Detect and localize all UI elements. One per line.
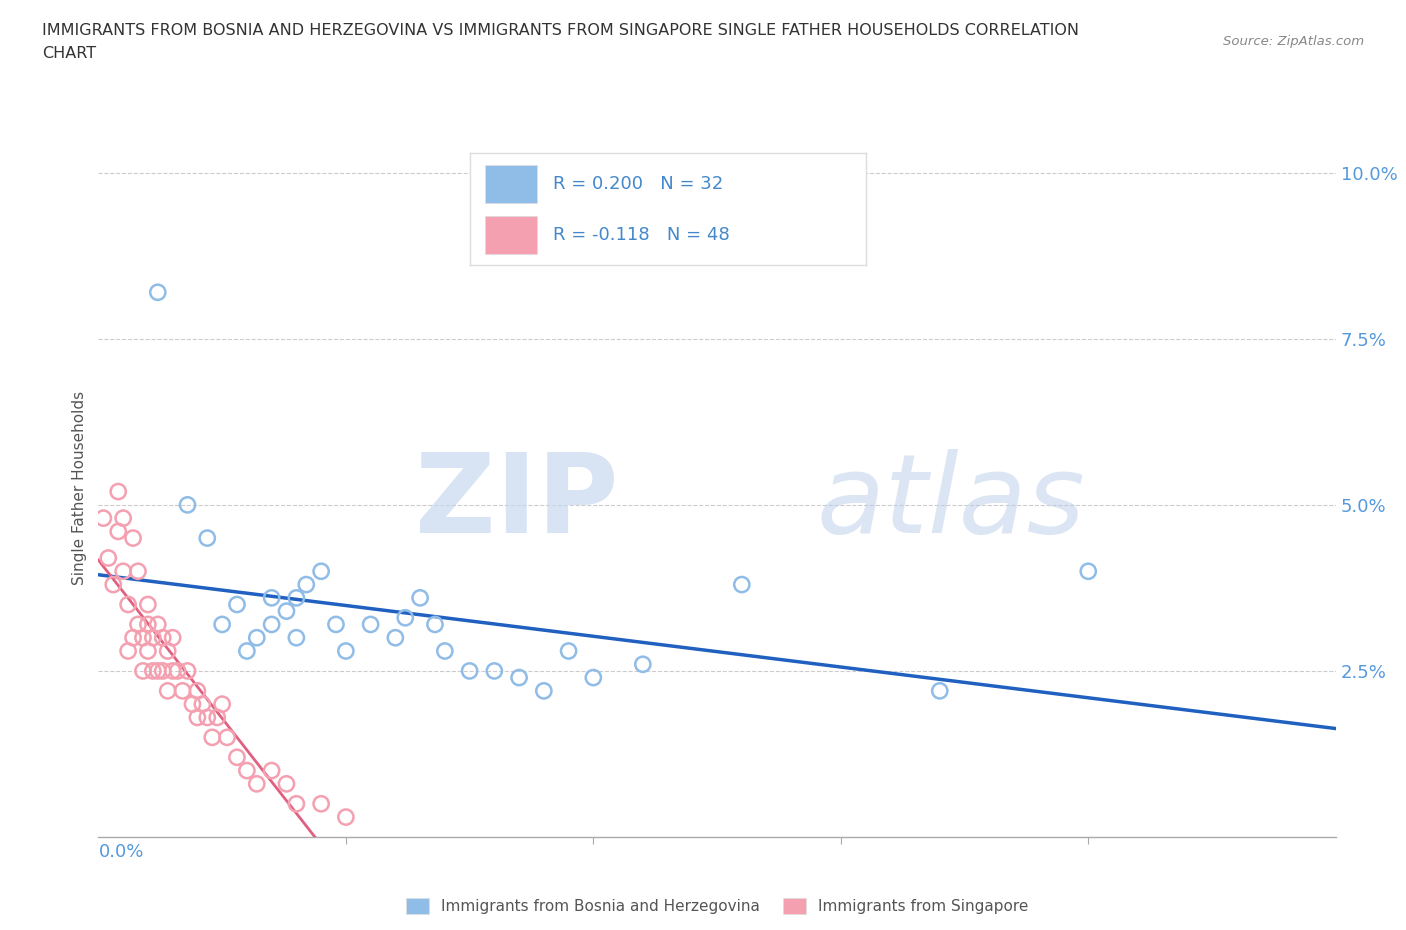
Point bbox=[107, 524, 129, 538]
Point bbox=[557, 644, 579, 658]
Point bbox=[309, 564, 332, 578]
Y-axis label: Single Father Households: Single Father Households bbox=[72, 392, 87, 585]
Point bbox=[226, 750, 249, 764]
Text: 0.0%: 0.0% bbox=[98, 843, 143, 860]
Point bbox=[226, 597, 249, 612]
Point bbox=[582, 671, 605, 685]
Point bbox=[127, 617, 149, 631]
Point bbox=[325, 617, 347, 631]
Point bbox=[186, 710, 208, 724]
Point bbox=[162, 663, 184, 678]
Point bbox=[142, 631, 165, 645]
Point bbox=[236, 764, 259, 778]
Text: atlas: atlas bbox=[815, 448, 1084, 556]
Text: Source: ZipAtlas.com: Source: ZipAtlas.com bbox=[1223, 35, 1364, 48]
Point bbox=[360, 617, 382, 631]
Point bbox=[484, 663, 506, 678]
Point bbox=[276, 777, 298, 791]
Point bbox=[156, 684, 179, 698]
Point bbox=[276, 604, 298, 618]
Point bbox=[146, 663, 169, 678]
Point bbox=[236, 644, 259, 658]
Point bbox=[181, 697, 204, 711]
Point bbox=[176, 663, 198, 678]
Point bbox=[1077, 564, 1099, 578]
Point bbox=[146, 617, 169, 631]
Point bbox=[201, 730, 224, 745]
Point bbox=[195, 531, 218, 546]
Point bbox=[508, 671, 530, 685]
Text: ZIP: ZIP bbox=[415, 448, 619, 556]
Point bbox=[122, 531, 145, 546]
Point bbox=[423, 617, 446, 631]
Point bbox=[97, 551, 120, 565]
Point bbox=[384, 631, 406, 645]
Point bbox=[631, 657, 654, 671]
Point bbox=[146, 285, 169, 299]
Point bbox=[136, 597, 159, 612]
Point bbox=[136, 617, 159, 631]
Point bbox=[142, 663, 165, 678]
Point bbox=[928, 684, 950, 698]
Point bbox=[335, 644, 357, 658]
Text: IMMIGRANTS FROM BOSNIA AND HERZEGOVINA VS IMMIGRANTS FROM SINGAPORE SINGLE FATHE: IMMIGRANTS FROM BOSNIA AND HERZEGOVINA V… bbox=[42, 23, 1080, 38]
Point bbox=[152, 631, 174, 645]
Point bbox=[731, 578, 754, 592]
Point bbox=[533, 684, 555, 698]
Point bbox=[246, 631, 269, 645]
Point bbox=[260, 591, 283, 605]
Point bbox=[112, 564, 135, 578]
Point bbox=[458, 663, 481, 678]
Point bbox=[285, 631, 308, 645]
Point bbox=[205, 710, 228, 724]
Point bbox=[195, 710, 218, 724]
Point bbox=[409, 591, 432, 605]
Point bbox=[260, 617, 283, 631]
Point bbox=[132, 631, 155, 645]
Point bbox=[122, 631, 145, 645]
Legend: Immigrants from Bosnia and Herzegovina, Immigrants from Singapore: Immigrants from Bosnia and Herzegovina, … bbox=[399, 892, 1035, 920]
Point bbox=[186, 684, 208, 698]
Point bbox=[156, 644, 179, 658]
Point bbox=[433, 644, 456, 658]
Point bbox=[93, 511, 115, 525]
Point bbox=[246, 777, 269, 791]
Point bbox=[191, 697, 214, 711]
Point bbox=[211, 697, 233, 711]
Point bbox=[127, 564, 149, 578]
Point bbox=[103, 578, 125, 592]
Point bbox=[117, 597, 139, 612]
Point bbox=[152, 663, 174, 678]
Point bbox=[217, 730, 239, 745]
Point bbox=[172, 684, 194, 698]
Point bbox=[166, 663, 188, 678]
Point bbox=[335, 810, 357, 825]
Point bbox=[394, 610, 416, 625]
Point bbox=[285, 796, 308, 811]
Point bbox=[162, 631, 184, 645]
Point bbox=[295, 578, 318, 592]
Point bbox=[285, 591, 308, 605]
Point bbox=[117, 644, 139, 658]
Point bbox=[136, 644, 159, 658]
Point bbox=[211, 617, 233, 631]
Point bbox=[176, 498, 198, 512]
Point bbox=[112, 511, 135, 525]
Text: CHART: CHART bbox=[42, 46, 96, 61]
Point bbox=[309, 796, 332, 811]
Point bbox=[132, 663, 155, 678]
Point bbox=[107, 485, 129, 499]
Point bbox=[260, 764, 283, 778]
